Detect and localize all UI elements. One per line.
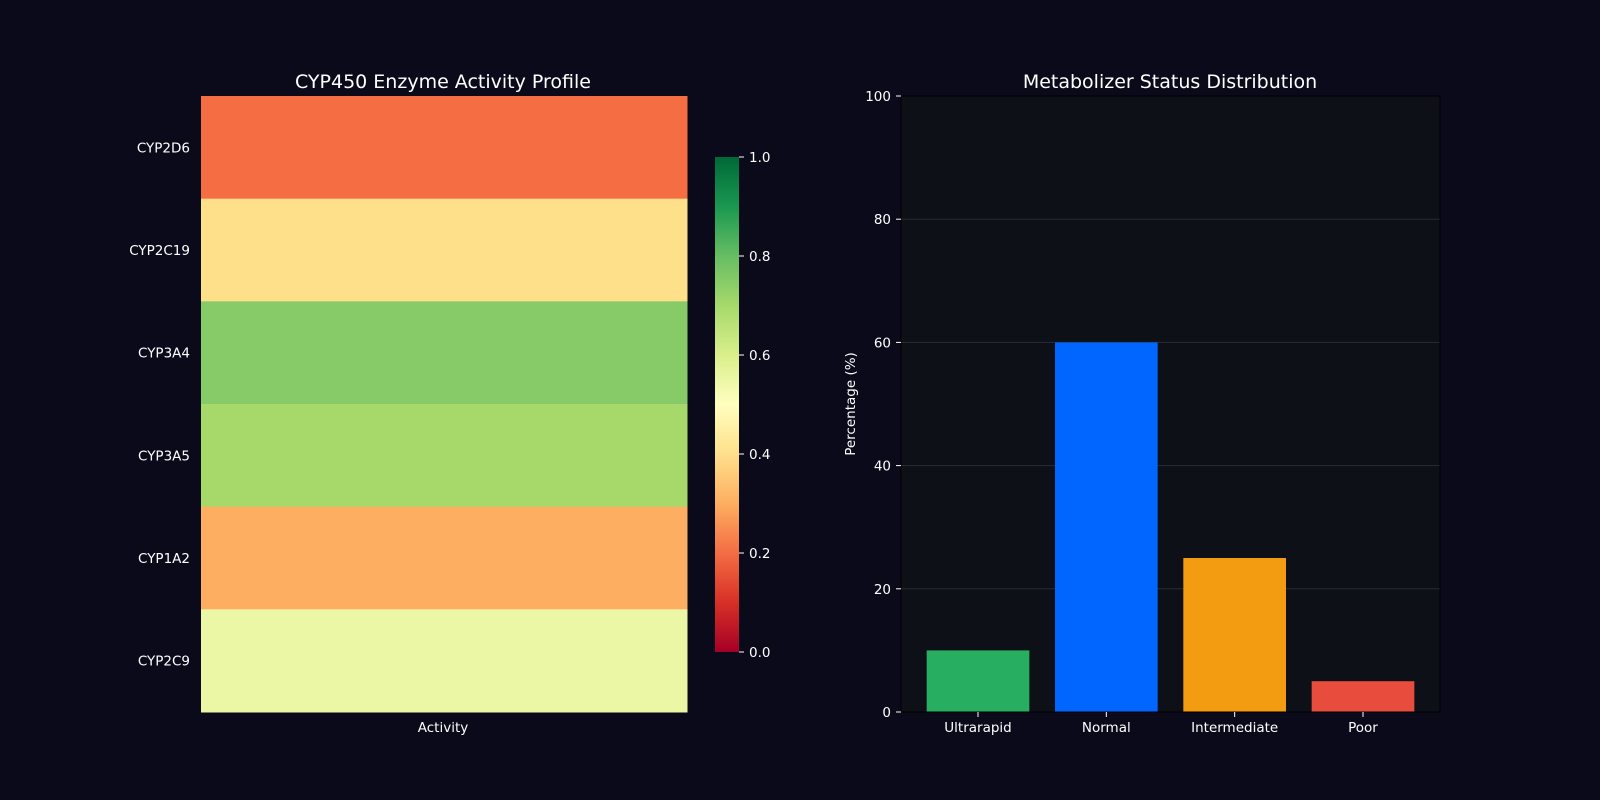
colorbar-ticks: 0.0 0.2 0.4 0.6 0.8 1.0 [739,150,770,661]
bar-chart-title: Metabolizer Status Distribution [1023,71,1317,93]
colorbar-tick-label: 0.2 [749,546,770,562]
heatmap-title: CYP450 Enzyme Activity Profile [295,71,591,93]
heatmap-cell-cyp1a2 [201,506,688,610]
bar-chart-y-axis-label: Percentage (%) [843,352,859,456]
y-tick-label: 80 [874,212,891,228]
colorbar-gradient [715,157,739,652]
heatmap-cells [201,96,688,713]
colorbar: 0.0 0.2 0.4 0.6 0.8 1.0 [715,150,770,661]
heatmap-cell-cyp2c9 [201,609,688,713]
bar-ultrarapid [926,650,1030,712]
heatmap-panel: CYP450 Enzyme Activity Profile CYP2D6CYP… [129,71,688,736]
y-tick-label: 100 [865,89,891,105]
heatmap-row-label: CYP2C19 [129,243,190,259]
bar-chart-bars [926,342,1415,712]
x-tick-label: Poor [1348,720,1378,736]
heatmap-row-label: CYP2D6 [137,140,190,156]
bar-intermediate [1183,558,1286,712]
bar-normal [1055,342,1158,712]
colorbar-tick-label: 0.0 [749,645,770,661]
y-tick-label: 0 [882,705,891,721]
bar-chart-gridlines [901,218,1440,590]
colorbar-tick-label: 1.0 [749,150,770,166]
x-tick-label: Ultrarapid [944,720,1011,736]
y-tick-label: 20 [874,582,891,598]
x-tick-label: Normal [1082,720,1131,736]
bar-poor [1311,681,1415,712]
heatmap-row-labels: CYP2D6 CYP2C19 CYP3A4 CYP3A5 CYP1A2 CYP2C9 [129,140,190,669]
heatmap-cell-cyp3a5 [201,404,688,508]
bar-chart-panel: 0 20 40 60 80 100 Ultrarapid Normal Intermediat… [843,71,1441,736]
x-tick-label: Intermediate [1191,720,1278,736]
y-tick-label: 60 [874,335,891,351]
bar-chart-plot-area [901,96,1440,712]
heatmap-cell-cyp2c19 [201,198,688,302]
heatmap-cell-cyp3a4 [201,301,688,405]
heatmap-row-label: CYP2C9 [138,654,190,670]
heatmap-row-label: CYP3A4 [138,346,190,362]
heatmap-column-label: Activity [418,720,469,736]
bar-chart-x-ticks: Ultrarapid Normal Intermediate Poor [944,712,1378,736]
bar-chart-y-ticks: 0 20 40 60 80 100 [865,89,901,721]
y-tick-label: 40 [874,459,891,475]
heatmap-row-label: CYP1A2 [138,551,190,567]
heatmap-cell-cyp2d6 [201,96,688,200]
colorbar-tick-label: 0.6 [749,348,770,364]
colorbar-tick-label: 0.4 [749,447,770,463]
bar-chart-frame [900,95,1441,713]
heatmap-row-label: CYP3A5 [138,448,190,464]
colorbar-tick-label: 0.8 [749,249,770,265]
